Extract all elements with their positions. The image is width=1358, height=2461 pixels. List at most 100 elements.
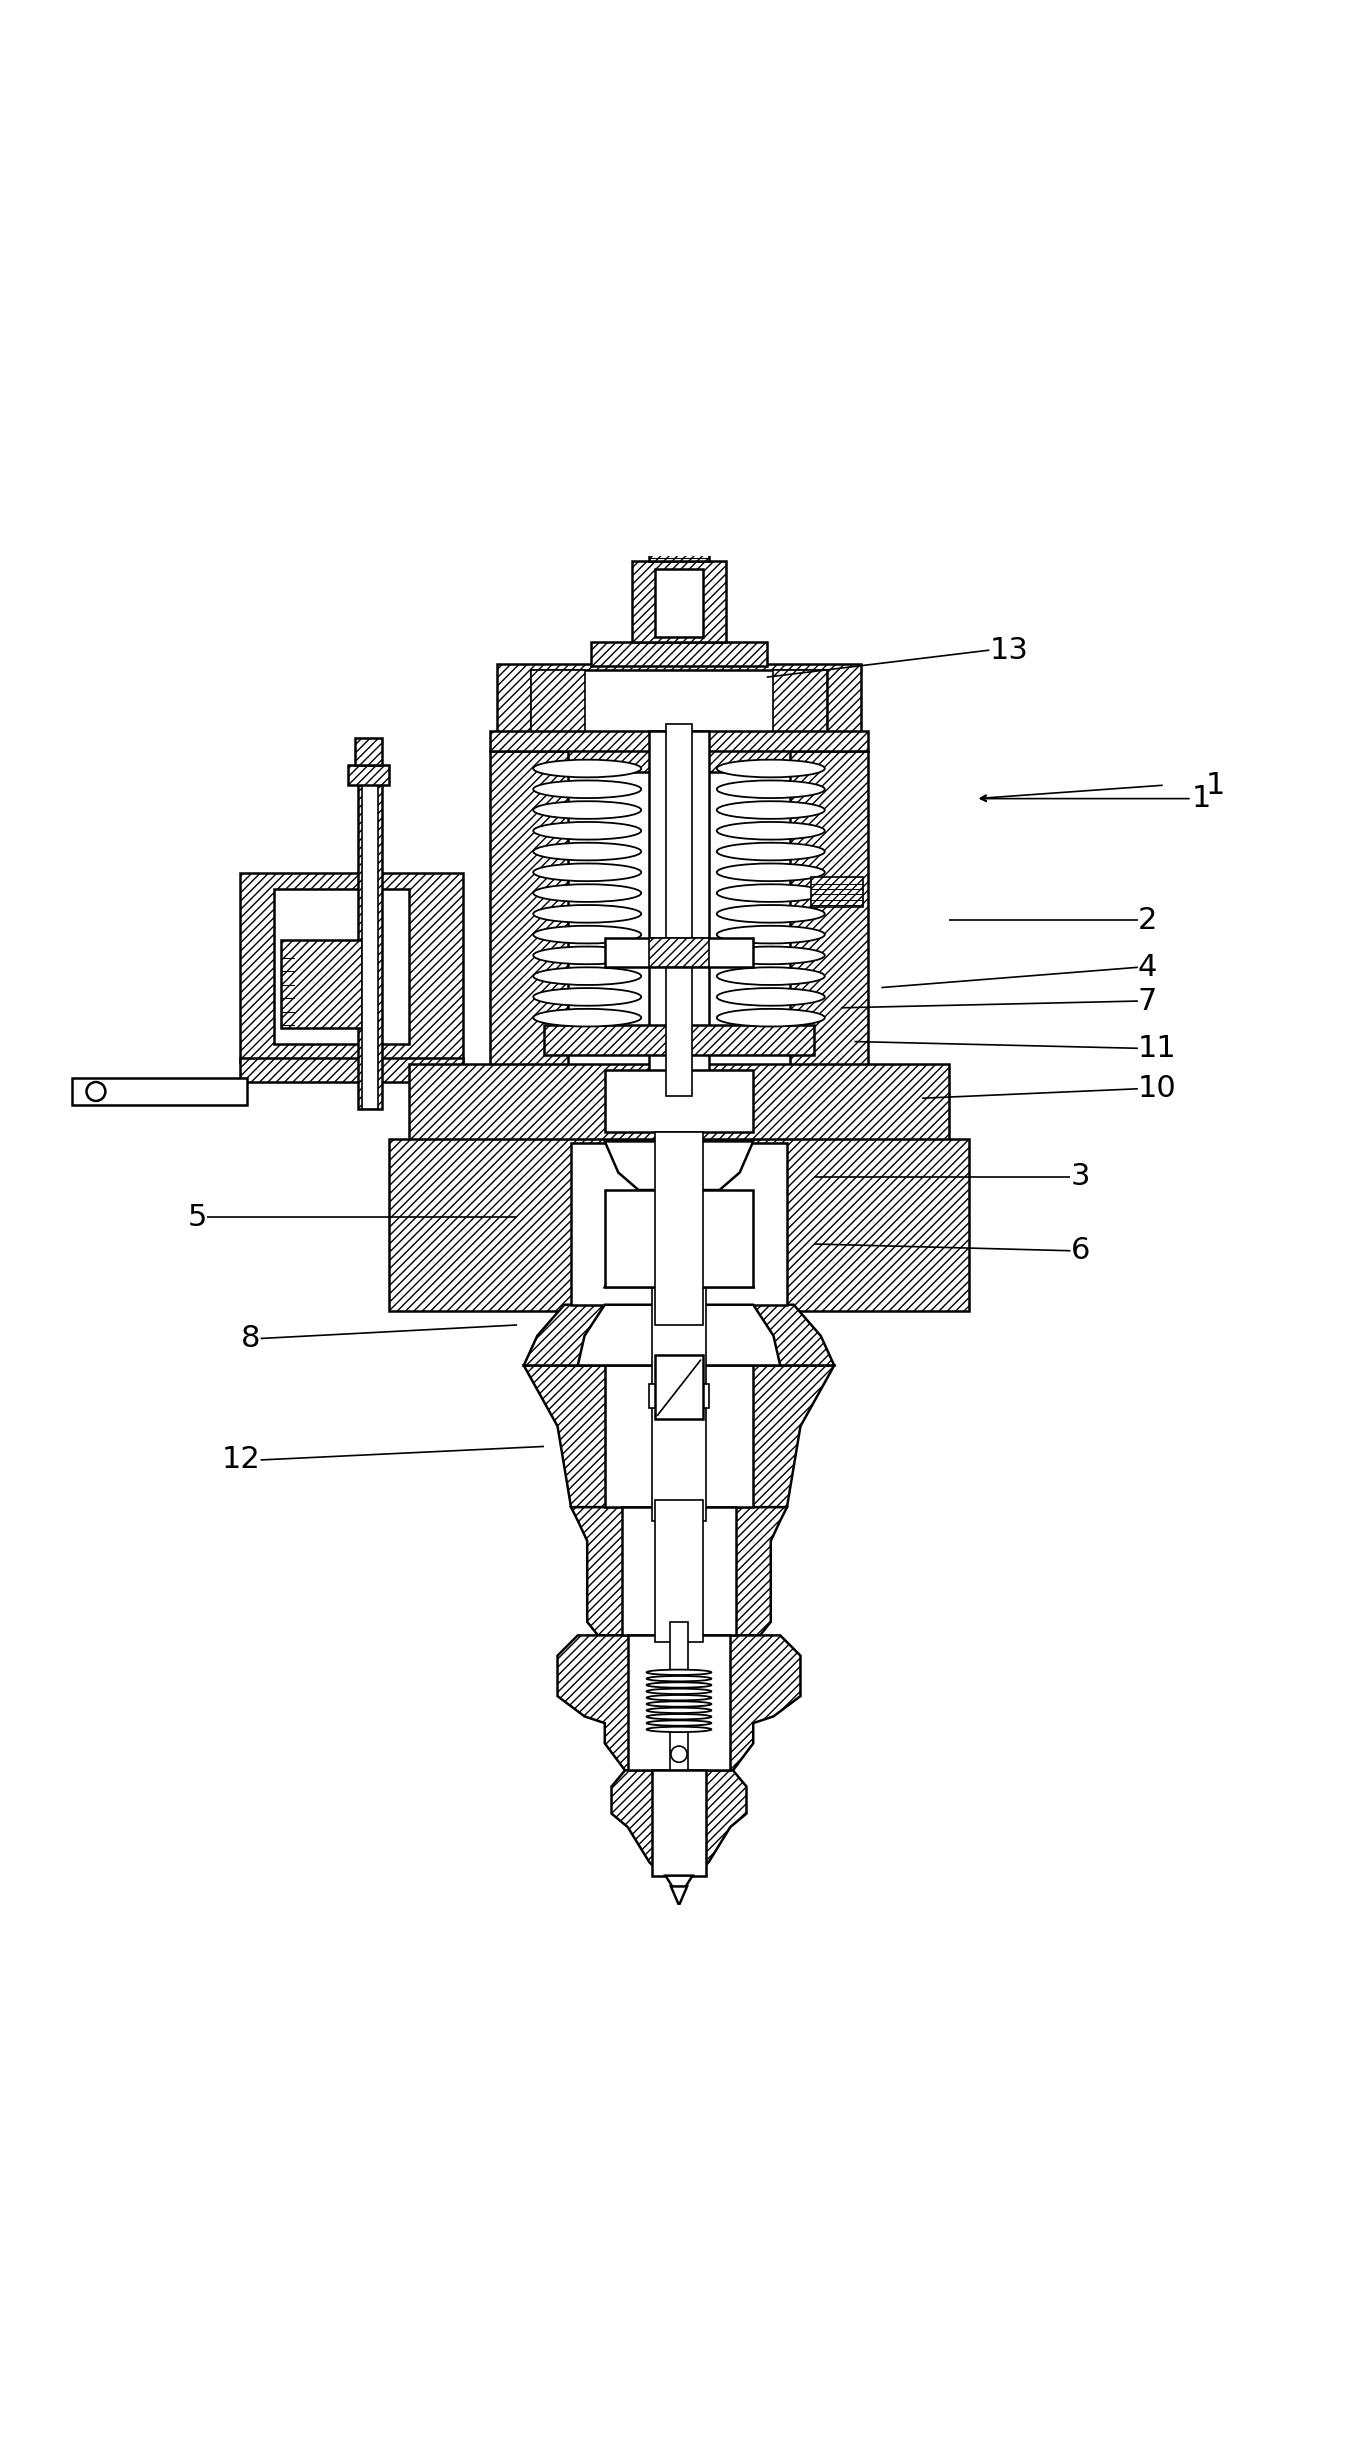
Bar <box>357 785 382 1110</box>
Bar <box>631 561 727 642</box>
Text: 12: 12 <box>221 1445 261 1474</box>
Bar <box>649 487 709 561</box>
Text: 10: 10 <box>1138 1075 1176 1103</box>
Text: 4: 4 <box>1138 952 1157 982</box>
Ellipse shape <box>534 987 641 1007</box>
Bar <box>652 1285 706 1521</box>
Ellipse shape <box>534 925 641 943</box>
Ellipse shape <box>717 802 824 820</box>
Ellipse shape <box>646 1728 712 1733</box>
Ellipse shape <box>534 864 641 881</box>
Ellipse shape <box>646 1683 712 1688</box>
Ellipse shape <box>717 987 824 1007</box>
Bar <box>652 1769 706 1875</box>
Polygon shape <box>604 1248 754 1287</box>
Polygon shape <box>524 1366 834 1506</box>
Bar <box>409 1066 949 1142</box>
Text: 5: 5 <box>187 1203 206 1230</box>
Ellipse shape <box>534 967 641 984</box>
Ellipse shape <box>534 802 641 820</box>
Bar <box>774 669 827 738</box>
Bar <box>570 1142 788 1304</box>
Circle shape <box>671 1745 687 1762</box>
Bar <box>604 1191 754 1287</box>
Text: 11: 11 <box>1138 1034 1176 1063</box>
Bar <box>361 785 378 1110</box>
Ellipse shape <box>534 780 641 797</box>
Bar <box>354 738 382 765</box>
Polygon shape <box>604 1142 754 1191</box>
Ellipse shape <box>646 1708 712 1713</box>
Ellipse shape <box>717 925 824 943</box>
Text: 7: 7 <box>1138 987 1157 1016</box>
Bar <box>531 669 584 738</box>
Ellipse shape <box>717 967 824 984</box>
Polygon shape <box>577 1304 781 1366</box>
Polygon shape <box>558 1637 800 1769</box>
Polygon shape <box>638 441 720 487</box>
Ellipse shape <box>646 1688 712 1693</box>
Bar <box>622 1506 736 1637</box>
Ellipse shape <box>717 780 824 797</box>
Text: 13: 13 <box>990 635 1028 664</box>
Bar <box>604 938 754 967</box>
Bar <box>655 1501 703 1641</box>
Ellipse shape <box>717 760 824 778</box>
Ellipse shape <box>717 947 824 965</box>
Ellipse shape <box>646 1720 712 1725</box>
Ellipse shape <box>646 1701 712 1708</box>
Bar <box>240 874 463 1061</box>
Bar <box>274 888 409 1043</box>
Text: 2: 2 <box>1138 906 1157 935</box>
Bar <box>490 731 868 751</box>
Bar <box>517 748 841 773</box>
Polygon shape <box>524 1304 834 1366</box>
Ellipse shape <box>717 906 824 923</box>
Ellipse shape <box>534 822 641 839</box>
Bar <box>388 1139 970 1312</box>
Bar <box>349 765 388 785</box>
Bar <box>811 876 862 906</box>
Polygon shape <box>611 1769 747 1875</box>
Bar <box>669 1622 689 1769</box>
Ellipse shape <box>534 842 641 861</box>
Ellipse shape <box>646 1676 712 1681</box>
Ellipse shape <box>534 760 641 778</box>
Bar <box>604 1366 754 1506</box>
Bar <box>281 940 361 1029</box>
Text: 1: 1 <box>1206 770 1225 800</box>
Polygon shape <box>671 1888 687 1905</box>
Ellipse shape <box>717 822 824 839</box>
Ellipse shape <box>717 883 824 901</box>
Bar <box>531 669 827 738</box>
Bar <box>649 731 709 1083</box>
Bar <box>789 751 868 1083</box>
Bar <box>649 938 709 967</box>
Ellipse shape <box>717 1009 824 1026</box>
Bar <box>72 1078 247 1105</box>
Bar <box>655 568 703 637</box>
Bar <box>655 1354 703 1420</box>
Bar <box>240 1058 463 1083</box>
Text: 3: 3 <box>1070 1162 1090 1191</box>
Text: 8: 8 <box>242 1324 261 1354</box>
Bar <box>490 751 569 1083</box>
Bar <box>545 1026 813 1056</box>
Ellipse shape <box>534 947 641 965</box>
Bar <box>604 1071 754 1132</box>
Bar <box>665 724 693 1095</box>
Bar <box>627 1637 731 1769</box>
Bar <box>591 642 767 667</box>
Bar <box>649 1383 709 1408</box>
Ellipse shape <box>646 1669 712 1676</box>
Text: 6: 6 <box>1070 1235 1089 1265</box>
Text: 1: 1 <box>1192 785 1211 812</box>
Polygon shape <box>665 1875 693 1895</box>
Ellipse shape <box>646 1713 712 1720</box>
Ellipse shape <box>534 1009 641 1026</box>
Ellipse shape <box>534 906 641 923</box>
Ellipse shape <box>717 864 824 881</box>
Ellipse shape <box>717 842 824 861</box>
Ellipse shape <box>534 883 641 901</box>
Bar <box>655 1132 703 1324</box>
